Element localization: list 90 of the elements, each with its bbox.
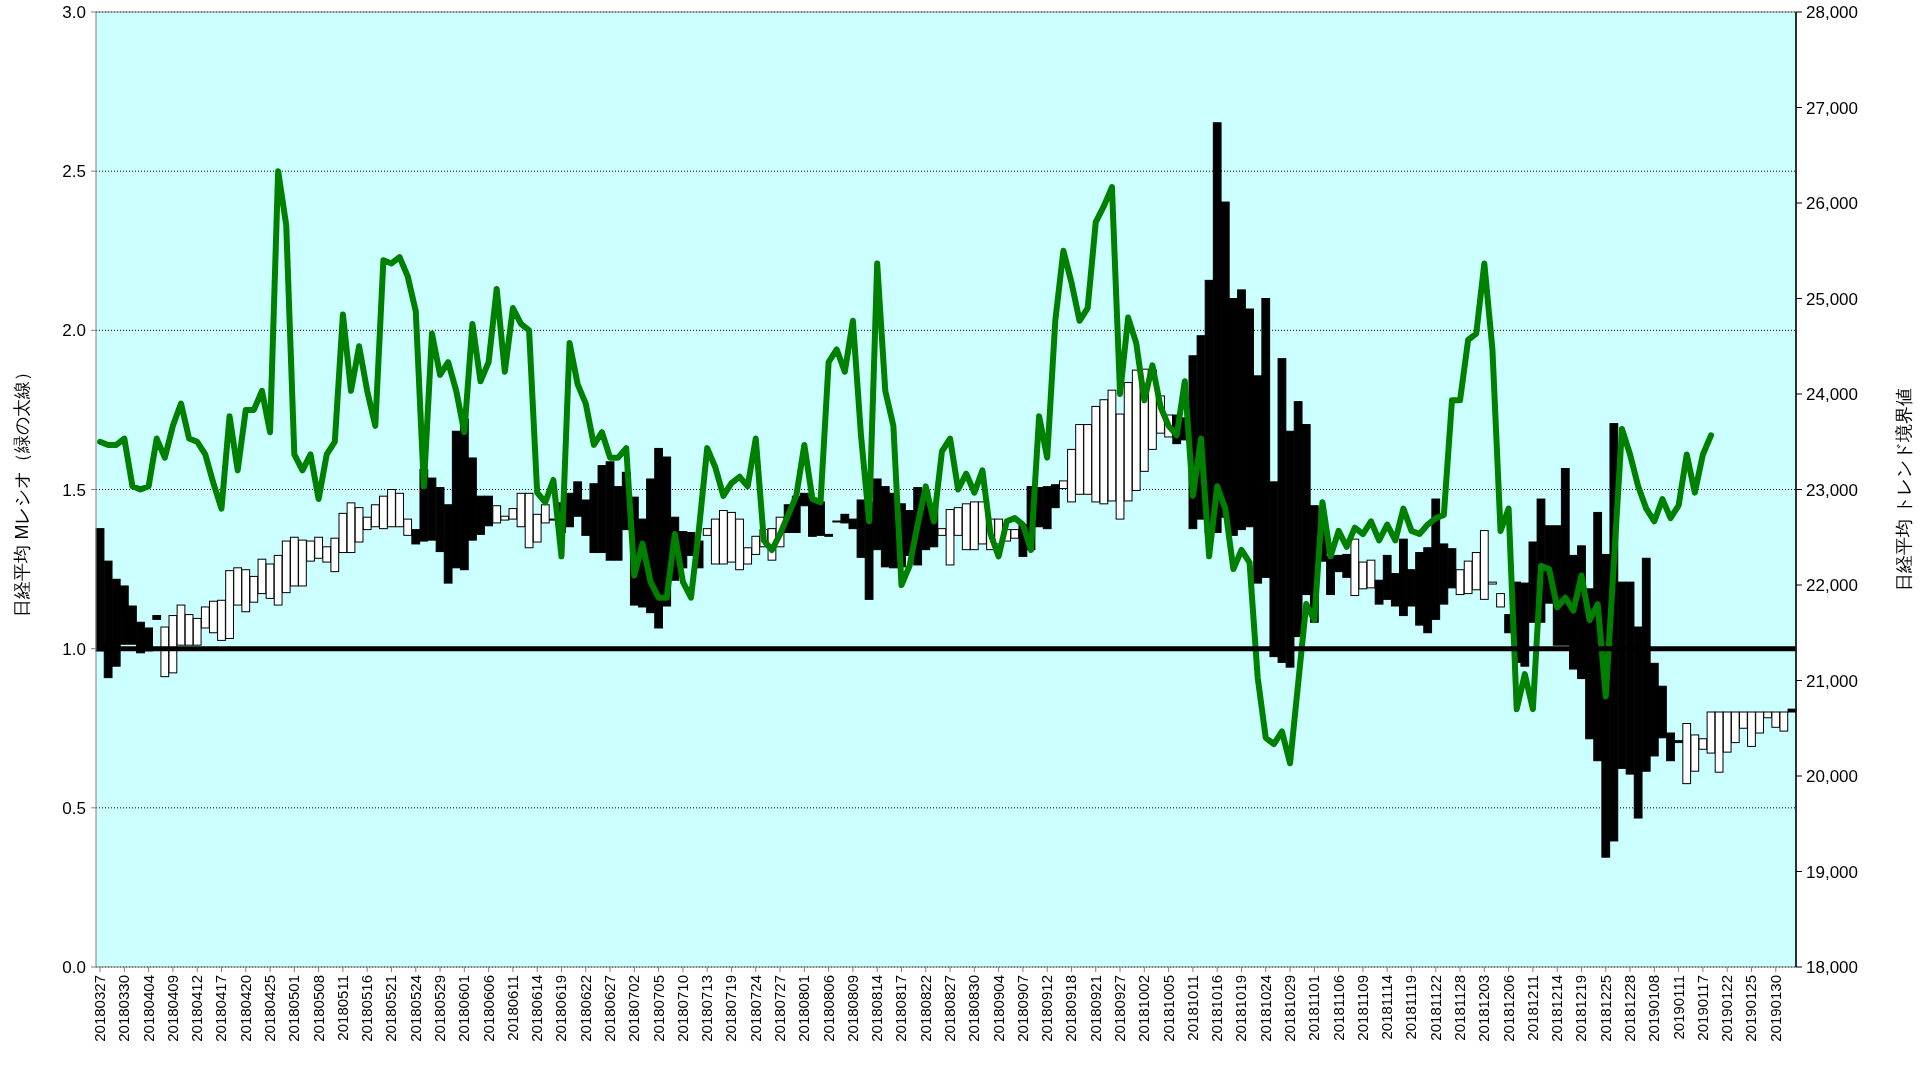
x-tick-label: 20190111	[1669, 975, 1687, 1040]
x-tick-label: 20190122	[1718, 975, 1736, 1042]
x-tick-label: 20180904	[989, 975, 1007, 1042]
x-tick-label: 20181214	[1548, 975, 1566, 1042]
x-tick-label: 20180327	[91, 975, 109, 1042]
x-tick-label: 20180417	[212, 975, 230, 1042]
y2-tick-label: 19,000	[1806, 862, 1858, 882]
x-tick-label: 20180727	[771, 975, 789, 1042]
x-tick-label: 20180614	[528, 975, 546, 1042]
x-tick-label: 20180404	[139, 975, 157, 1042]
y-tick-label: 1.0	[62, 639, 86, 659]
x-tick-label: 20181219	[1572, 975, 1590, 1042]
y-tick-label: 0.0	[62, 958, 86, 977]
x-tick-label: 20180918	[1062, 975, 1080, 1042]
y2-tick-label: 22,000	[1806, 576, 1858, 595]
x-tick-label: 20181024	[1256, 975, 1274, 1042]
x-tick-label: 20181109	[1353, 975, 1371, 1041]
x-tick-label: 20181106	[1329, 975, 1347, 1041]
x-tick-label: 20181211	[1523, 975, 1541, 1041]
x-tick-label: 20181002	[1135, 975, 1153, 1042]
x-tick-label: 20180719	[722, 975, 740, 1042]
x-tick-label: 20180921	[1086, 975, 1104, 1042]
y2-tick-label: 23,000	[1806, 480, 1858, 500]
x-tick-label: 20180412	[188, 975, 206, 1042]
x-tick-label: 20180817	[892, 975, 910, 1042]
y2-tick-label: 24,000	[1806, 385, 1858, 404]
y2-tick-label: 21,000	[1806, 671, 1858, 691]
y2-tick-label: 26,000	[1806, 194, 1858, 213]
x-tick-label: 20180627	[601, 975, 619, 1042]
x-tick-label: 20180508	[309, 975, 327, 1042]
x-tick-label: 20180606	[479, 975, 497, 1042]
x-tick-label: 20180702	[625, 975, 643, 1042]
x-tick-label: 20180927	[1111, 975, 1129, 1042]
x-tick-label: 20181101	[1305, 975, 1323, 1041]
x-tick-label: 20180710	[673, 975, 691, 1042]
x-tick-label: 20180516	[358, 975, 376, 1042]
y2-axis-title: 日経平均 トレンド境界値	[1894, 387, 1914, 592]
x-tick-label: 20190108	[1645, 975, 1663, 1042]
y-tick-label: 2.0	[62, 321, 86, 341]
x-tick-label: 20190117	[1693, 975, 1711, 1041]
y2-tick-label: 18,000	[1806, 958, 1858, 977]
x-tick-label: 20181122	[1426, 975, 1444, 1041]
x-tick-label: 20180806	[819, 975, 837, 1042]
x-tick-label: 20181019	[1232, 975, 1250, 1042]
y-tick-label: 2.5	[62, 162, 86, 182]
x-tick-label: 20180521	[382, 975, 400, 1042]
x-tick-label: 20180409	[163, 975, 181, 1042]
x-tick-label: 20180912	[1038, 975, 1056, 1042]
x-tick-label: 20180907	[1013, 975, 1031, 1042]
x-tick-label: 20181228	[1621, 975, 1639, 1042]
x-tick-label: 20180827	[941, 975, 959, 1042]
x-tick-label: 20180511	[333, 975, 351, 1041]
x-tick-label: 20180524	[406, 975, 424, 1042]
y-tick-label: 0.5	[62, 798, 86, 818]
x-tick-label: 20180705	[649, 975, 667, 1042]
x-tick-label: 20190125	[1742, 975, 1760, 1042]
x-tick-label: 20180622	[576, 975, 594, 1042]
x-tick-label: 20180425	[261, 975, 279, 1042]
x-tick-label: 20180601	[455, 975, 473, 1042]
y2-tick-label: 20,000	[1806, 767, 1858, 786]
x-tick-label: 20190130	[1766, 975, 1784, 1042]
x-tick-label: 20180501	[285, 975, 303, 1042]
x-tick-label: 20181114	[1378, 975, 1396, 1040]
x-tick-label: 20180330	[115, 975, 133, 1042]
x-tick-label: 20180809	[843, 975, 861, 1042]
y-tick-label: 1.5	[62, 480, 86, 500]
x-tick-label: 20181005	[1159, 975, 1177, 1042]
y2-tick-label: 25,000	[1806, 289, 1858, 309]
x-tick-label: 20180814	[868, 975, 886, 1042]
x-tick-label: 20181203	[1475, 975, 1493, 1042]
x-tick-label: 20180611	[503, 975, 521, 1041]
y2-tick-label: 28,000	[1806, 3, 1858, 22]
y2-tick-label: 27,000	[1806, 98, 1858, 118]
x-tick-label: 20180830	[965, 975, 983, 1042]
x-tick-label: 20181128	[1451, 975, 1469, 1041]
x-tick-label: 20180420	[236, 975, 254, 1042]
x-tick-label: 20181206	[1499, 975, 1517, 1042]
x-tick-label: 20180713	[698, 975, 716, 1042]
x-tick-label: 20180801	[795, 975, 813, 1042]
y-tick-label: 3.0	[62, 3, 86, 22]
x-tick-label: 20181029	[1281, 975, 1299, 1042]
x-tick-label: 20180724	[746, 975, 764, 1042]
x-tick-label: 20180529	[431, 975, 449, 1042]
y-axis-title: 日経平均 Mレシオ（緑の太線）	[12, 362, 32, 617]
x-tick-label: 20181011	[1183, 975, 1201, 1041]
x-tick-label: 20181225	[1596, 975, 1614, 1042]
x-tick-label: 20180822	[916, 975, 934, 1042]
x-tick-label: 20180619	[552, 975, 570, 1042]
x-tick-label: 20181119	[1402, 975, 1420, 1040]
x-tick-label: 20181016	[1208, 975, 1226, 1042]
